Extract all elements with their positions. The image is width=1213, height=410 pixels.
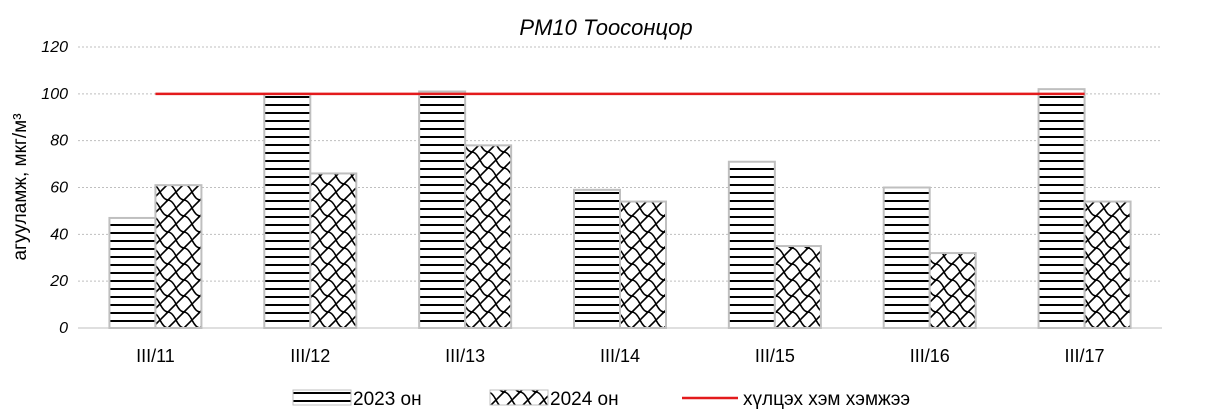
y-axis-ticks: 0 20 40 60 80 100 120: [41, 39, 68, 337]
bar-2023-III-14: [573, 188, 621, 329]
bars: [108, 88, 1132, 330]
legend-item-reference: хүлцэх хэм хэмжээ: [682, 389, 910, 410]
x-category-label: III/11: [136, 346, 175, 366]
legend-label-reference: хүлцэх хэм хэмжээ: [743, 389, 910, 410]
legend: 2023 он 2024 он хүлцэх хэм хэмжээ: [292, 389, 910, 410]
x-category-label: III/13: [445, 346, 485, 366]
bar-2023-III-13: [418, 90, 467, 329]
legend-item-2024: 2024 он: [489, 389, 619, 410]
bar-2023-III-11: [108, 216, 157, 329]
x-category-label: III/17: [1065, 346, 1105, 366]
x-category-label: III/12: [290, 346, 330, 366]
legend-label-2024: 2024 он: [550, 389, 619, 410]
chart-title: PM10 Тоосонцор: [519, 15, 692, 40]
y-tick-label: 80: [50, 133, 68, 150]
y-tick-label: 60: [50, 180, 68, 197]
x-axis-categories: III/11 III/12 III/13 III/14 III/15 III/16 III/…: [136, 346, 1105, 366]
legend-item-2023: 2023 он: [292, 389, 422, 410]
bar-2024-III-13: [464, 144, 513, 329]
x-category-label: III/15: [755, 346, 795, 366]
bar-2023-III-17: [1037, 88, 1086, 330]
legend-swatch-2024: [489, 389, 549, 406]
legend-label-2023: 2023 он: [353, 389, 422, 410]
bar-2023-III-12: [263, 92, 312, 330]
legend-swatch-2023: [292, 389, 352, 406]
y-tick-label: 100: [41, 86, 68, 103]
y-tick-label: 40: [50, 226, 68, 243]
y-tick-label: 120: [41, 39, 68, 56]
bar-2023-III-15: [727, 160, 776, 329]
y-tick-label: 0: [59, 320, 68, 337]
bar-2023-III-16: [882, 186, 931, 329]
y-axis-label: агууламж, мкг/м³: [10, 113, 31, 260]
x-category-label: III/14: [600, 346, 640, 366]
x-category-label: III/16: [910, 346, 950, 366]
bar-2024-III-17: [1083, 200, 1132, 329]
bar-2024-III-11: [154, 184, 203, 329]
bar-2024-III-12: [309, 172, 358, 329]
bar-2024-III-15: [773, 245, 822, 330]
bar-2024-III-14: [619, 200, 667, 329]
bar-2024-III-16: [928, 252, 977, 329]
y-tick-label: 20: [49, 273, 68, 290]
